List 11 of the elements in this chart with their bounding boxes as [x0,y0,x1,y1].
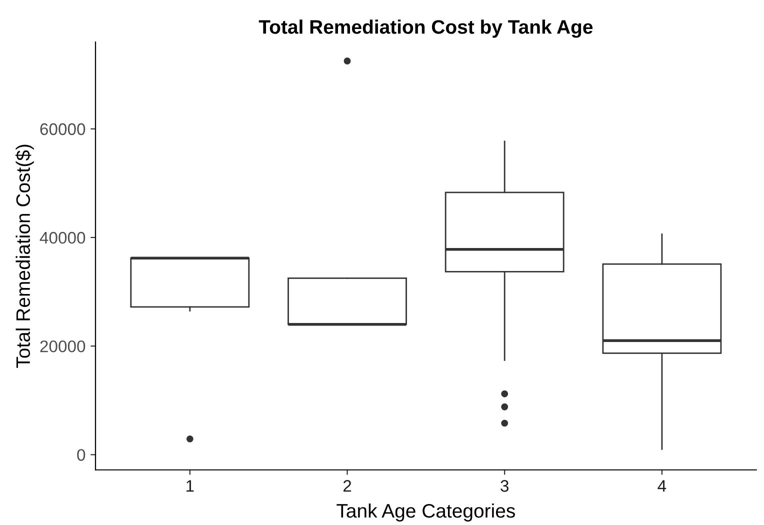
y-axis-title: Total Remediation Cost($) [15,144,34,368]
x-tick-label: 2 [343,480,352,492]
y-tick-label: 40000 [40,232,86,244]
y-tick-label: 20000 [40,340,86,352]
x-tick-label: 4 [658,480,666,492]
x-tick-label: 3 [500,480,509,492]
x-tick-label: 1 [186,480,194,492]
y-tick-label: 0 [77,449,86,461]
chart-title: Total Remediation Cost by Tank Age [258,20,593,38]
y-tick-label: 60000 [40,123,86,136]
x-axis-title: Tank Age Categories [336,503,515,522]
